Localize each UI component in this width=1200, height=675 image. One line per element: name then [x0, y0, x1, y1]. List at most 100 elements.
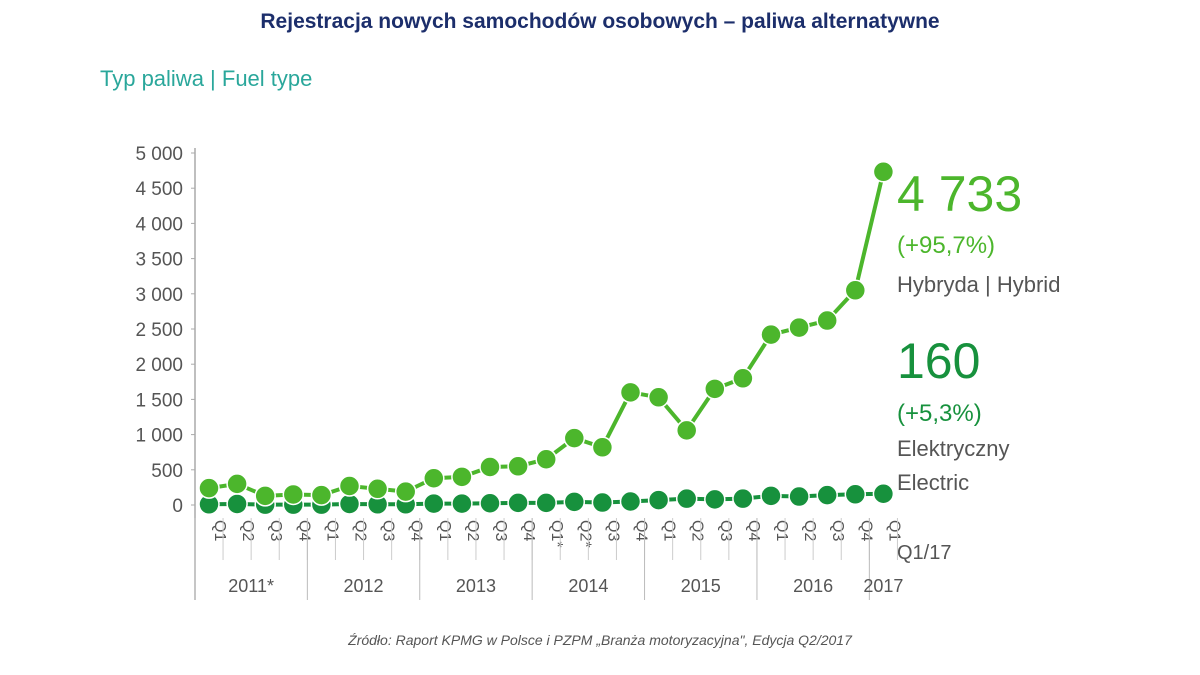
y-tick-label: 0 [172, 496, 183, 517]
x-quarter-label: Q3 [829, 520, 846, 541]
data-point-hybrid [591, 436, 614, 459]
data-point-electric [535, 492, 557, 514]
source-note: Źródło: Raport KPMG w Polsce i PZPM „Bra… [348, 632, 852, 648]
x-quarter-label: Q1 [211, 520, 228, 541]
hybrid-change: (+95,7%) [897, 232, 996, 259]
x-quarter-label: Q4 [633, 520, 650, 541]
data-point-hybrid [394, 480, 417, 503]
data-point-hybrid [366, 478, 389, 500]
data-point-electric [619, 490, 642, 513]
chart-title: Rejestracja nowych samochodów osobowych … [260, 10, 940, 33]
x-year-label: 2016 [793, 576, 833, 596]
y-tick-label: 3 500 [135, 250, 183, 271]
data-point-hybrid [760, 323, 782, 346]
data-point-electric [423, 492, 445, 515]
x-quarter-label: Q1 [773, 520, 790, 541]
x-quarter-label: Q1* [548, 520, 565, 548]
x-quarter-label: Q2 [689, 520, 706, 541]
data-point-hybrid [226, 473, 248, 495]
x-quarter-label: Q1 [661, 520, 678, 541]
x-quarter-label: Q3 [380, 520, 397, 541]
data-point-hybrid [479, 456, 501, 478]
data-point-electric [591, 491, 614, 514]
data-point-electric [704, 488, 726, 511]
x-quarter-label: Q4 [520, 520, 537, 541]
x-quarter-label: Q4 [857, 520, 874, 541]
electric-label-en: Electric [897, 470, 970, 495]
x-quarter-label: Q3 [492, 520, 509, 541]
x-quarter-label: Q2 [352, 520, 369, 541]
x-year-label: 2011* [228, 576, 274, 596]
x-quarter-label: Q2 [801, 520, 818, 541]
data-point-hybrid [535, 448, 557, 470]
x-year-label: 2013 [456, 576, 496, 596]
y-tick-label: 1 500 [135, 390, 183, 411]
data-point-hybrid [338, 475, 361, 497]
x-quarter-label: Q3 [604, 520, 621, 541]
electric-label-pl: Elektryczny [897, 436, 1010, 461]
x-year-label: 2012 [344, 576, 384, 596]
data-point-hybrid [451, 466, 473, 488]
data-point-electric [507, 492, 529, 514]
chart-subtitle: Typ paliwa | Fuel type [100, 66, 313, 91]
x-quarter-label: Q4 [295, 520, 312, 541]
x-quarter-label: Q4 [408, 520, 425, 541]
x-quarter-label: Q1 [323, 520, 340, 541]
data-point-electric [844, 483, 867, 506]
y-tick-label: 2 500 [135, 320, 183, 341]
x-year-label: 2014 [568, 576, 608, 596]
data-point-electric [732, 487, 754, 510]
data-point-electric [226, 493, 248, 515]
data-point-hybrid [788, 316, 810, 339]
data-point-electric [675, 487, 698, 510]
x-quarter-label: Q2* [576, 520, 593, 548]
data-point-electric [338, 493, 361, 515]
y-tick-label: 5 000 [135, 144, 183, 165]
y-tick-label: 4 000 [135, 214, 183, 235]
data-point-hybrid [282, 483, 305, 506]
data-point-hybrid [254, 485, 276, 507]
y-tick-label: 2 000 [135, 355, 183, 376]
x-quarter-label: Q3 [267, 520, 284, 541]
data-point-electric [451, 492, 473, 515]
data-point-hybrid [310, 484, 333, 506]
x-quarter-label: Q1 [885, 520, 902, 541]
x-year-label: 2017 [863, 576, 903, 596]
data-point-electric [479, 492, 501, 514]
data-point-hybrid [675, 419, 698, 442]
data-point-hybrid [423, 467, 445, 489]
y-tick-label: 4 500 [135, 179, 183, 200]
data-point-hybrid [844, 279, 867, 302]
x-quarter-label: Q3 [717, 520, 734, 541]
data-point-hybrid [872, 161, 895, 183]
data-point-electric [788, 485, 810, 508]
data-point-hybrid [704, 378, 726, 400]
hybrid-value: 4 733 [897, 166, 1023, 222]
x-quarter-label: Q4 [745, 520, 762, 541]
x-quarter-label: Q1 [436, 520, 453, 541]
data-point-electric [816, 484, 838, 506]
data-point-electric [647, 489, 670, 511]
data-point-hybrid [563, 427, 586, 449]
y-tick-label: 1 000 [135, 426, 183, 447]
y-tick-label: 3 000 [135, 285, 183, 306]
data-point-hybrid [507, 455, 529, 478]
x-year-label: 2015 [681, 576, 721, 596]
data-point-electric [760, 485, 782, 507]
y-tick-label: 500 [151, 461, 183, 482]
period-label: Q1/17 [897, 542, 952, 564]
hybrid-label: Hybryda | Hybrid [897, 272, 1061, 297]
data-point-hybrid [619, 381, 642, 404]
data-point-hybrid [732, 367, 754, 390]
data-point-hybrid [816, 309, 838, 332]
x-quarter-label: Q2 [239, 520, 256, 541]
data-point-electric [872, 482, 895, 505]
electric-change: (+5,3%) [897, 400, 982, 427]
series-line-hybrid [208, 171, 886, 498]
electric-value: 160 [897, 333, 981, 389]
data-point-hybrid [647, 386, 670, 409]
data-point-electric [563, 491, 586, 513]
data-point-hybrid [198, 477, 220, 499]
x-quarter-label: Q2 [464, 520, 481, 541]
